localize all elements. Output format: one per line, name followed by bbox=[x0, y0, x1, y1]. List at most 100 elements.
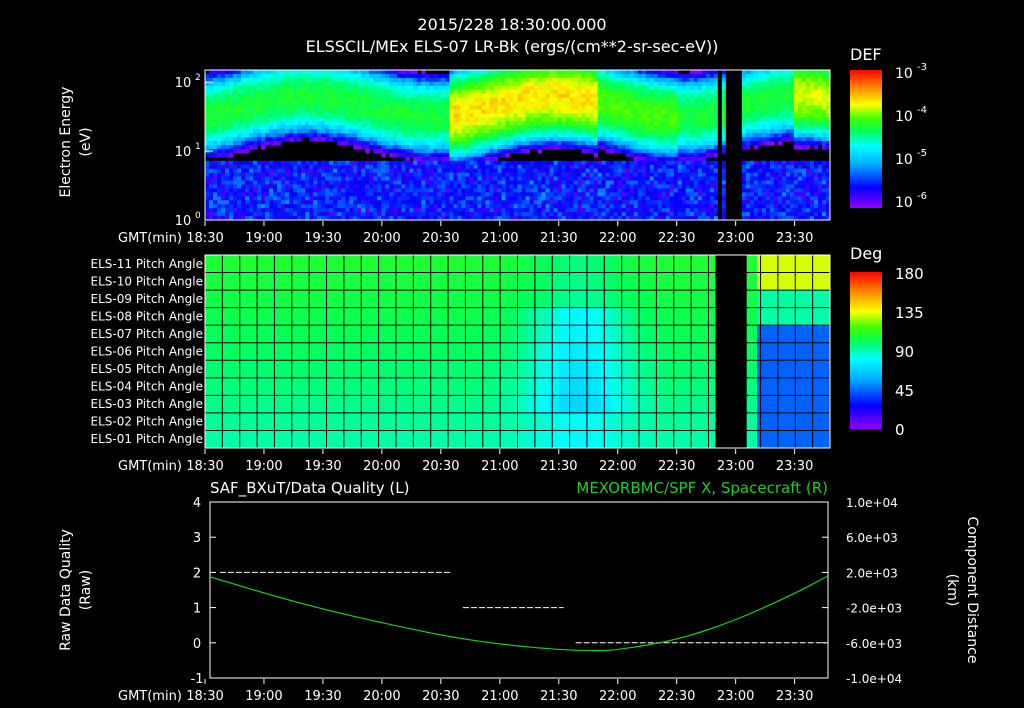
spectrogram-cell bbox=[657, 152, 663, 158]
spectrogram-cell bbox=[553, 89, 558, 95]
spectrogram-cell bbox=[589, 125, 595, 130]
spectrogram-cell bbox=[281, 160, 286, 166]
spectrogram-cell bbox=[281, 176, 286, 181]
spectrogram-cell bbox=[669, 97, 675, 102]
spectrogram-cell bbox=[421, 133, 426, 138]
spectrogram-cell bbox=[349, 192, 354, 197]
spectrogram-cell bbox=[341, 168, 346, 174]
spectrogram-cell bbox=[249, 101, 254, 106]
spectrogram-cell bbox=[441, 77, 446, 83]
spectrogram-cell bbox=[449, 160, 454, 166]
spectrogram-cell bbox=[301, 160, 306, 166]
spectrogram-cell bbox=[569, 121, 574, 126]
spectrogram-cell bbox=[489, 145, 494, 150]
spectrogram-cell bbox=[233, 145, 238, 150]
spectrogram-cell bbox=[337, 101, 342, 106]
spectrogram-cell bbox=[421, 156, 426, 162]
spectrogram-cell bbox=[509, 93, 514, 99]
spectrogram-cell bbox=[729, 133, 735, 138]
spectrogram-cell bbox=[721, 117, 727, 122]
spectrogram-cell bbox=[565, 176, 570, 181]
spectrogram-cell bbox=[725, 160, 731, 166]
spectrogram-cell bbox=[653, 164, 659, 170]
spectrogram-cell bbox=[249, 77, 254, 83]
spectrogram-cell bbox=[609, 204, 615, 209]
spectrogram-cell bbox=[329, 180, 334, 185]
spectrogram-cell bbox=[401, 204, 406, 209]
spectrogram-cell bbox=[593, 109, 599, 114]
spectrogram-cell bbox=[537, 188, 542, 193]
spectrogram-cell bbox=[481, 109, 486, 114]
spectrogram-cell bbox=[541, 81, 546, 87]
spectrogram-cell bbox=[205, 97, 210, 102]
spectrogram-cell bbox=[657, 105, 663, 110]
spectrogram-cell bbox=[465, 133, 470, 138]
spectrogram-cell bbox=[453, 145, 458, 150]
spectrogram-cell bbox=[657, 117, 663, 122]
spectrogram-cell bbox=[529, 200, 534, 205]
spectrogram-cell bbox=[593, 164, 599, 170]
spectrogram-cell bbox=[297, 164, 302, 170]
spectrogram-cell bbox=[621, 77, 627, 83]
spectrogram-cell bbox=[213, 188, 218, 193]
spectrogram-cell bbox=[253, 121, 258, 126]
spectrogram-cell bbox=[545, 145, 550, 150]
spectrogram-cell bbox=[221, 121, 226, 126]
spectrogram-cell bbox=[209, 117, 214, 122]
spectrogram-cell bbox=[729, 164, 735, 170]
spectrogram-cell bbox=[501, 109, 506, 114]
spectrogram-cell bbox=[497, 172, 502, 177]
spectrogram-cell bbox=[437, 176, 442, 181]
spectrogram-cell bbox=[217, 141, 222, 146]
spectrogram-cell bbox=[717, 192, 723, 197]
spectrogram-cell bbox=[285, 196, 290, 201]
spectrogram-cell bbox=[389, 85, 394, 91]
spectrogram-cell bbox=[209, 125, 214, 130]
spectrogram-cell bbox=[469, 216, 474, 221]
spectrogram-cell bbox=[577, 216, 583, 221]
spectrogram-cell bbox=[669, 192, 675, 197]
spectrogram-cell bbox=[337, 212, 342, 217]
spectrogram-cell bbox=[705, 184, 711, 189]
spectrogram-cell bbox=[497, 216, 502, 221]
spectrogram-cell bbox=[537, 125, 542, 130]
spectrogram-cell bbox=[601, 137, 607, 142]
spectrogram-cell bbox=[737, 93, 743, 99]
spectrogram-cell bbox=[553, 208, 558, 213]
spectrogram-cell bbox=[345, 172, 350, 177]
spectrogram-cell bbox=[533, 200, 538, 205]
spectrogram-cell bbox=[705, 89, 711, 95]
spectrogram-cell bbox=[681, 117, 687, 122]
spectrogram-cell bbox=[613, 141, 619, 146]
spectrogram-cell bbox=[217, 97, 222, 102]
spectrogram-cell bbox=[373, 73, 378, 79]
spectrogram-cell bbox=[673, 73, 679, 79]
spectrogram-cell bbox=[753, 113, 759, 118]
spectrogram-cell bbox=[397, 208, 402, 213]
spectrogram-cell bbox=[737, 204, 743, 209]
spectrogram-cell bbox=[229, 152, 234, 158]
spectrogram-cell bbox=[669, 133, 675, 138]
spectrogram-cell bbox=[637, 125, 643, 130]
spectrogram-cell bbox=[481, 93, 486, 99]
spectrogram-cell bbox=[233, 70, 238, 75]
spectrogram-cell bbox=[517, 141, 522, 146]
spectrogram-cell bbox=[513, 196, 518, 201]
spectrogram-cell bbox=[221, 89, 226, 95]
spectrogram-cell bbox=[413, 212, 418, 217]
spectrogram-cell bbox=[413, 77, 418, 83]
spectrogram-cell bbox=[257, 141, 262, 146]
spectrogram-cell bbox=[349, 141, 354, 146]
spectrogram-cell bbox=[521, 113, 526, 118]
spectrogram-cell bbox=[457, 109, 462, 114]
spectrogram-cell bbox=[345, 196, 350, 201]
spectrogram-cell bbox=[277, 137, 282, 142]
spectrogram-cell bbox=[633, 141, 639, 146]
spectrogram-cell bbox=[549, 129, 554, 134]
spectrogram-cell bbox=[377, 208, 382, 213]
spectrogram-cell bbox=[313, 196, 318, 201]
spectrogram-cell bbox=[333, 184, 338, 189]
spectrogram-cell bbox=[413, 196, 418, 201]
spectrogram-cell bbox=[521, 212, 526, 217]
spectrogram-cell bbox=[233, 133, 238, 138]
